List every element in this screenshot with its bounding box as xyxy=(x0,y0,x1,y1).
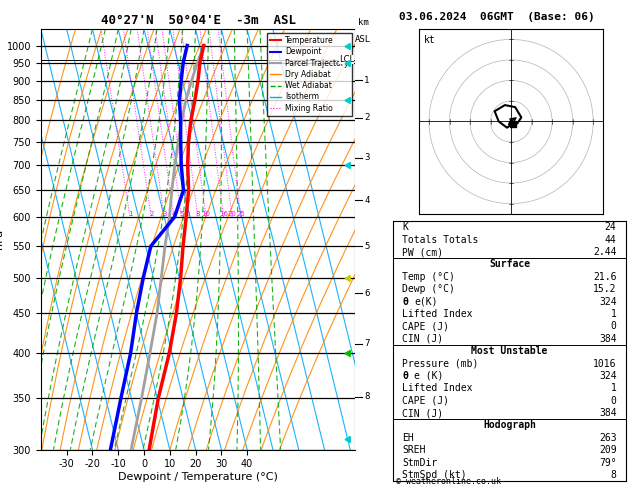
Text: LCL: LCL xyxy=(339,55,354,65)
Text: Lifted Index: Lifted Index xyxy=(403,383,473,393)
Text: Most Unstable: Most Unstable xyxy=(471,346,548,356)
Text: km: km xyxy=(358,18,369,27)
Text: StmSpd (kt): StmSpd (kt) xyxy=(403,470,467,480)
Text: 324: 324 xyxy=(599,296,616,307)
Text: θ: θ xyxy=(403,296,408,307)
Text: 3: 3 xyxy=(364,153,369,162)
Text: 6: 6 xyxy=(364,289,369,298)
Text: 2: 2 xyxy=(149,211,153,217)
Text: 79°: 79° xyxy=(599,457,616,468)
Text: 03.06.2024  06GMT  (Base: 06): 03.06.2024 06GMT (Base: 06) xyxy=(399,12,595,22)
Text: 5: 5 xyxy=(364,242,369,251)
Text: 25: 25 xyxy=(237,211,245,217)
Text: StmDir: StmDir xyxy=(403,457,438,468)
Y-axis label: hPa: hPa xyxy=(0,229,4,249)
Text: Totals Totals: Totals Totals xyxy=(403,235,479,245)
Text: CIN (J): CIN (J) xyxy=(403,408,443,418)
Text: ASL: ASL xyxy=(355,35,371,44)
Text: 7: 7 xyxy=(364,339,369,348)
Text: 3: 3 xyxy=(162,211,167,217)
Text: 8: 8 xyxy=(364,392,369,401)
Text: 24: 24 xyxy=(605,222,616,232)
Legend: Temperature, Dewpoint, Parcel Trajectory, Dry Adiabat, Wet Adiabat, Isotherm, Mi: Temperature, Dewpoint, Parcel Trajectory… xyxy=(267,33,352,116)
Text: 5: 5 xyxy=(179,211,184,217)
Text: 44: 44 xyxy=(605,235,616,245)
Text: 20: 20 xyxy=(228,211,237,217)
Text: 2: 2 xyxy=(364,113,369,122)
Text: e (K): e (K) xyxy=(414,371,443,381)
Text: θ: θ xyxy=(403,371,408,381)
Text: CAPE (J): CAPE (J) xyxy=(403,396,450,406)
Text: 324: 324 xyxy=(599,371,616,381)
Text: 1: 1 xyxy=(611,309,616,319)
Text: 4: 4 xyxy=(172,211,176,217)
Text: Lifted Index: Lifted Index xyxy=(403,309,473,319)
Text: 0: 0 xyxy=(611,396,616,406)
Text: 1: 1 xyxy=(364,76,369,85)
Text: 10: 10 xyxy=(201,211,211,217)
Text: © weatheronline.co.uk: © weatheronline.co.uk xyxy=(396,477,501,486)
Text: Pressure (mb): Pressure (mb) xyxy=(403,359,479,368)
Text: 209: 209 xyxy=(599,445,616,455)
Text: Hodograph: Hodograph xyxy=(483,420,536,431)
Text: 1016: 1016 xyxy=(593,359,616,368)
Text: CAPE (J): CAPE (J) xyxy=(403,321,450,331)
Text: 6: 6 xyxy=(186,211,190,217)
Text: 15.2: 15.2 xyxy=(593,284,616,294)
Text: 384: 384 xyxy=(599,408,616,418)
Text: Temp (°C): Temp (°C) xyxy=(403,272,455,282)
Text: 1: 1 xyxy=(611,383,616,393)
Text: e(K): e(K) xyxy=(414,296,438,307)
Text: 8: 8 xyxy=(611,470,616,480)
Text: CIN (J): CIN (J) xyxy=(403,334,443,344)
X-axis label: Dewpoint / Temperature (°C): Dewpoint / Temperature (°C) xyxy=(118,472,278,482)
Text: 263: 263 xyxy=(599,433,616,443)
Text: 4: 4 xyxy=(364,195,369,205)
Text: EH: EH xyxy=(403,433,414,443)
Text: Surface: Surface xyxy=(489,260,530,269)
Text: 0: 0 xyxy=(611,321,616,331)
Text: 384: 384 xyxy=(599,334,616,344)
Text: 8: 8 xyxy=(196,211,200,217)
Text: kt: kt xyxy=(425,35,436,45)
Text: 1: 1 xyxy=(128,211,132,217)
Text: 21.6: 21.6 xyxy=(593,272,616,282)
Text: PW (cm): PW (cm) xyxy=(403,247,443,257)
Text: 2.44: 2.44 xyxy=(593,247,616,257)
Title: 40°27'N  50°04'E  -3m  ASL: 40°27'N 50°04'E -3m ASL xyxy=(101,14,296,27)
Text: SREH: SREH xyxy=(403,445,426,455)
Text: Dewp (°C): Dewp (°C) xyxy=(403,284,455,294)
Text: 16: 16 xyxy=(219,211,228,217)
Text: K: K xyxy=(403,222,408,232)
